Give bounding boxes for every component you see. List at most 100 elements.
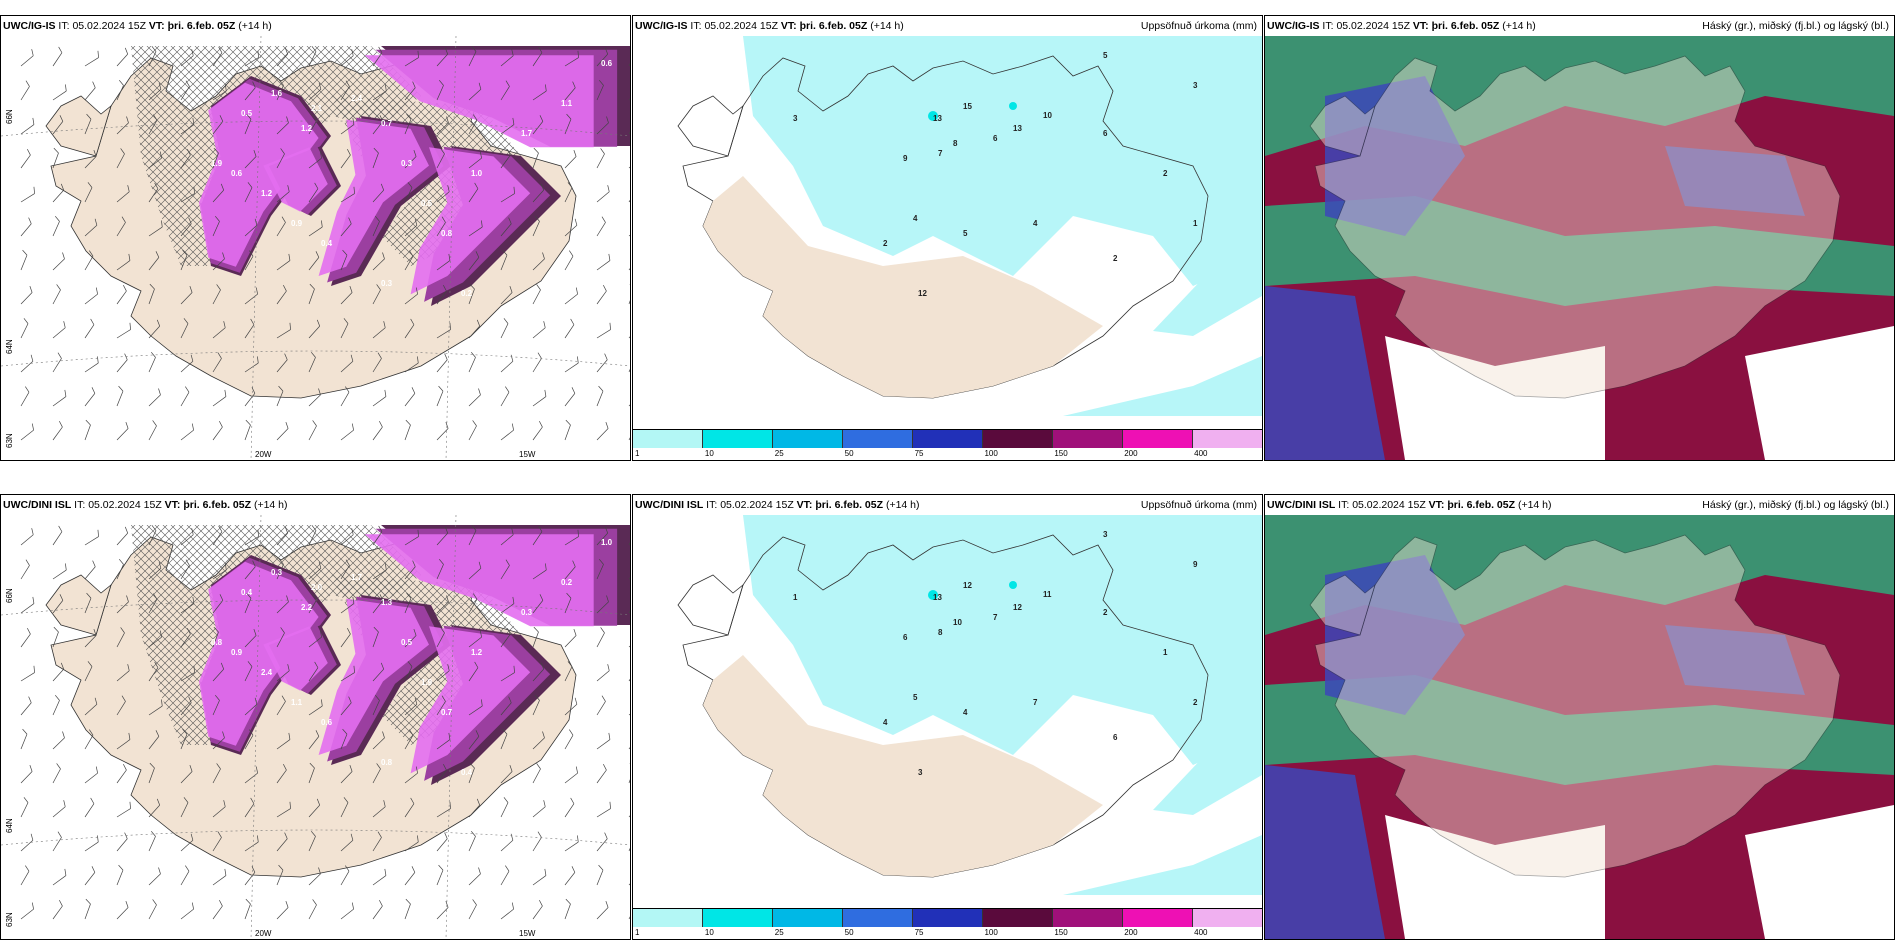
map-panel-ig-clouds: UWC/IG-IS IT: 05.02.2024 15Z VT: þri. 6.…: [1264, 15, 1895, 461]
wind-barb: [308, 830, 316, 852]
map-area[interactable]: 5 3 13 15 10 13 8 7 6 9 4 2 1 12 3 2 6 5 4 2: [633, 36, 1262, 460]
wind-barb: [436, 185, 450, 203]
wind-barb: [500, 528, 514, 546]
wind-barb: [84, 835, 99, 852]
wind-barb: [340, 148, 351, 169]
precip-value-label: 5: [913, 693, 918, 702]
snow-value-label: 0.6: [321, 718, 333, 727]
map-area[interactable]: [1265, 515, 1894, 939]
wind-barb: [52, 831, 62, 852]
lat-label-63n: 63N: [5, 433, 14, 448]
wind-barb: [116, 558, 124, 580]
offset: (+14 h): [885, 499, 920, 511]
wind-barb: [276, 322, 291, 339]
snow-value-label: 2.2: [301, 603, 313, 612]
wind-barb: [404, 287, 418, 305]
wind-barb: [84, 318, 95, 339]
clear-sky-area: [1385, 815, 1605, 939]
wind-barb: [84, 560, 96, 580]
vt-label: VT:: [1412, 20, 1429, 32]
wind-barb: [116, 385, 124, 407]
longitude-line: [445, 36, 457, 460]
wind-barb: [20, 596, 35, 614]
model-name: UWC/DINI ISL: [635, 499, 704, 511]
wind-barb: [84, 81, 96, 101]
wind-barb: [84, 250, 94, 271]
wind-barb: [244, 797, 255, 818]
wind-barb: [148, 151, 162, 169]
wind-barb: [116, 47, 129, 67]
wind-barb: [500, 865, 510, 886]
wind-barb: [372, 352, 382, 373]
wind-barb: [564, 797, 575, 818]
wind-barb: [20, 286, 33, 305]
wind-barb: [500, 559, 510, 580]
wind-barb: [436, 664, 450, 682]
precip-value-label: 13: [933, 114, 942, 123]
longitude-line: [250, 515, 262, 939]
wind-barb: [244, 419, 251, 441]
wind-barb: [596, 253, 611, 271]
snow-value-label: 1.7: [521, 129, 533, 138]
wind-barb: [84, 218, 98, 237]
wind-barb: [84, 356, 99, 373]
wind-barb: [340, 559, 350, 580]
wind-barb: [20, 318, 29, 339]
wind-barb: [468, 762, 475, 784]
map-area[interactable]: 0.4 0.3 2.2 2.0 1.7 1.3 0.8 0.9 2.4 1.1 0.6 0.5 1.9 0…: [1, 515, 630, 939]
precip-value-label: 6: [903, 633, 908, 642]
wind-barb: [372, 694, 380, 716]
wind-barb: [372, 183, 385, 203]
wind-barb: [244, 150, 257, 169]
snow-value-label: 1.0: [471, 169, 483, 178]
land-dry-area: [703, 655, 1103, 877]
map-area[interactable]: 3 1 13 12 11 12 10 8 7 6 5 4 2 3 9 1 2 4 7 6: [633, 515, 1262, 939]
wind-barb: [404, 387, 416, 407]
legend-tick-label: 1: [635, 928, 640, 937]
vt-label: VT:: [1428, 499, 1445, 511]
panel-title: Uppsöfnuð úrkoma (mm): [1140, 499, 1257, 511]
wind-barb: [276, 353, 288, 373]
wind-barb: [596, 558, 604, 580]
snow-value-label: 0.2: [461, 289, 473, 298]
latitude-line: [1, 350, 630, 367]
wind-barb: [84, 729, 94, 750]
map-area[interactable]: 0.5 1.6 1.2 2.1 2.4 0.7 1.9 0.6 1.2 0.9 0.4 0.3 0.5 0…: [1, 36, 630, 460]
wind-barb: [340, 902, 354, 920]
wind-barb: [148, 699, 163, 716]
lat-label-63n: 63N: [5, 912, 14, 927]
wind-barb: [340, 865, 350, 886]
it-value: 05.02.2024 15Z: [1352, 499, 1426, 511]
wind-barb: [180, 354, 194, 373]
wind-barb: [372, 215, 380, 237]
wind-barb: [212, 284, 221, 305]
wind-barb: [308, 867, 321, 886]
legend-swatch: [773, 909, 843, 927]
wind-barb: [20, 423, 34, 441]
precip-moderate-patch: [1009, 102, 1017, 110]
snow-value-label: 0.4: [461, 768, 473, 777]
wind-barb: [148, 762, 155, 784]
wind-barb: [628, 762, 630, 784]
wind-barb: [20, 696, 32, 716]
wind-barb: [340, 286, 353, 305]
land-dry-area: [703, 176, 1103, 398]
legend-swatch: [633, 909, 703, 927]
latitude-line: [1, 829, 630, 846]
wind-barb: [308, 525, 317, 546]
wind-barb: [52, 899, 63, 920]
precip-value-label: 2: [1193, 698, 1198, 707]
wind-barb: [84, 697, 98, 716]
map-area[interactable]: [1265, 36, 1894, 460]
wind-barb: [52, 284, 61, 305]
wind-barb: [340, 665, 355, 682]
precip-value-label: 4: [913, 214, 918, 223]
latitude-line: [1, 120, 630, 137]
wind-barb: [84, 866, 96, 886]
legend-tick-label: 150: [1054, 449, 1068, 458]
legend-tick-label: 50: [844, 928, 854, 937]
wind-barb: [276, 216, 286, 237]
wind-barb: [212, 420, 223, 441]
wind-barb: [404, 419, 411, 441]
wind-barb: [276, 864, 284, 886]
